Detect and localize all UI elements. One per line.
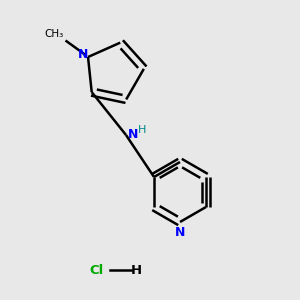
Text: N: N xyxy=(175,226,185,239)
Text: Cl: Cl xyxy=(89,263,103,277)
Text: N: N xyxy=(128,128,138,141)
Text: CH₃: CH₃ xyxy=(45,29,64,39)
Text: H: H xyxy=(137,124,146,135)
Text: N: N xyxy=(78,48,89,61)
Text: H: H xyxy=(131,263,142,277)
